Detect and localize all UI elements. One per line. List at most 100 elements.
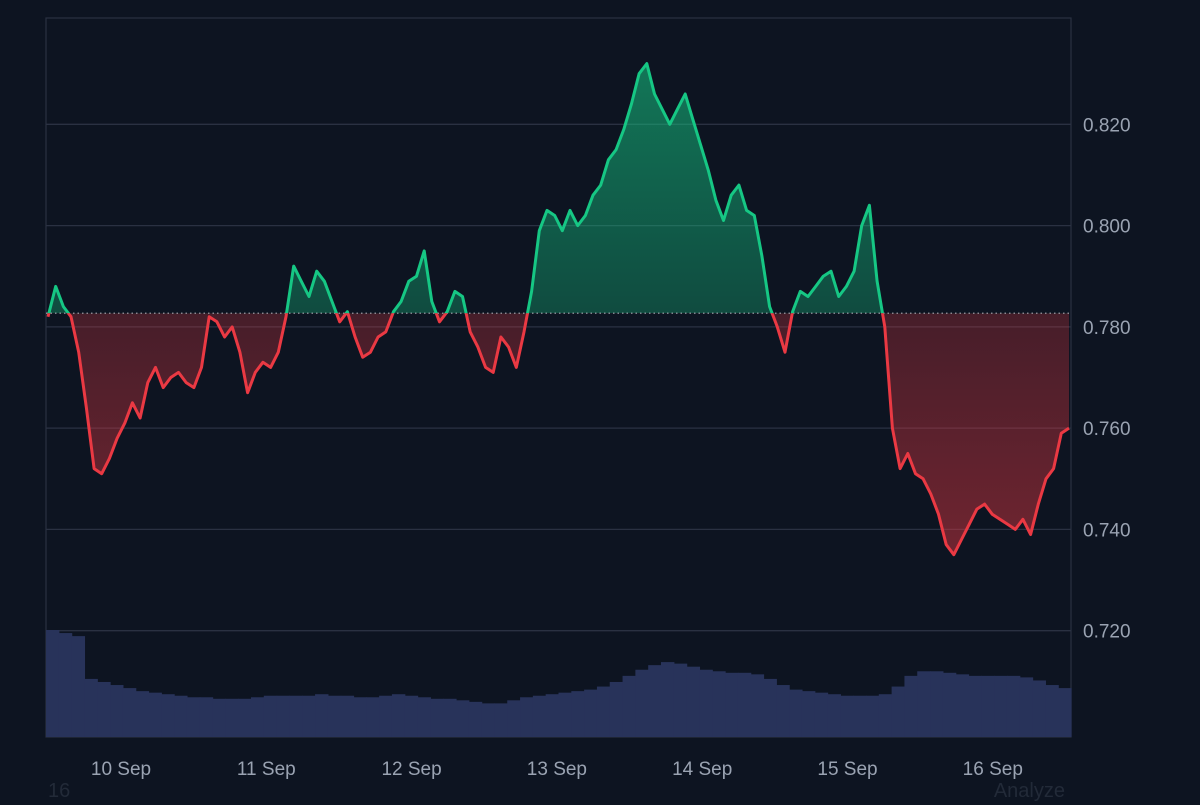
volume-bar	[917, 671, 931, 737]
volume-bar	[994, 675, 1008, 737]
volume-bar	[596, 686, 611, 737]
volume-bar	[263, 695, 278, 737]
volume-bar	[122, 688, 137, 737]
volume-bar	[1045, 685, 1059, 737]
volume-bar	[430, 698, 444, 737]
y-tick-label: 0.720	[1083, 622, 1131, 643]
volume-bar	[71, 636, 86, 737]
volume-bars	[46, 630, 1072, 737]
price-line	[46, 62, 1070, 557]
volume-bar	[110, 685, 124, 737]
volume-bar	[789, 689, 803, 737]
y-tick-label: 0.780	[1083, 318, 1131, 339]
volume-bar	[276, 695, 291, 737]
volume-bar	[763, 678, 777, 737]
volume-bar	[801, 691, 816, 737]
volume-bar	[878, 694, 893, 737]
volume-bar	[238, 698, 252, 737]
volume-bar	[225, 698, 239, 737]
volume-bar	[712, 671, 726, 737]
volume-bar	[955, 674, 970, 737]
volume-bar	[468, 701, 483, 737]
volume-bar	[199, 697, 214, 737]
volume-bar	[443, 698, 457, 737]
volume-bar	[353, 697, 367, 737]
x-tick-label: 11 Sep	[237, 759, 296, 780]
volume-bar	[1019, 677, 1034, 737]
volume-bar	[725, 672, 739, 737]
volume-bar	[891, 686, 906, 737]
analyze-link[interactable]: Analyze	[993, 780, 1065, 802]
volume-bar	[635, 669, 649, 737]
volume-bar	[571, 691, 585, 737]
price-area-fills	[48, 63, 1069, 555]
area-above-baseline	[48, 63, 883, 314]
volume-bar	[558, 692, 572, 737]
y-axis-ticks: 0.720 0.740 0.760 0.780 0.800 0.820	[1083, 115, 1131, 642]
volume-bar	[1058, 688, 1072, 737]
volume-bar	[366, 697, 380, 737]
volume-bar	[673, 663, 688, 737]
x-tick-label: 15 Sep	[817, 759, 877, 780]
x-tick-label: 14 Sep	[672, 759, 732, 780]
volume-bar	[1032, 680, 1046, 737]
volume-bar	[46, 630, 60, 737]
volume-bar	[161, 694, 175, 737]
volume-bar	[866, 695, 880, 737]
y-tick-label: 0.800	[1083, 217, 1131, 238]
volume-bar	[904, 675, 918, 737]
volume-bar	[532, 695, 547, 737]
volume-bar	[302, 695, 316, 737]
volume-bar	[212, 698, 226, 737]
x-axis-ticks: 10 Sep 11 Sep 12 Sep 13 Sep 14 Sep 15 Se…	[91, 759, 1023, 780]
volume-bar	[327, 695, 342, 737]
volume-bar	[750, 674, 765, 737]
volume-bar	[186, 697, 201, 737]
volume-bar	[174, 695, 188, 737]
volume-bar	[737, 672, 752, 737]
volume-bar	[981, 675, 995, 737]
volume-bar	[481, 703, 496, 737]
volume-bar	[251, 697, 265, 737]
volume-bar	[494, 703, 508, 737]
volume-bar	[609, 681, 624, 737]
volume-bar	[391, 694, 406, 737]
x-tick-label: 10 Sep	[91, 759, 151, 780]
x-tick-label: 16 Sep	[963, 759, 1023, 780]
volume-bar	[456, 700, 470, 737]
volume-bar	[97, 681, 111, 737]
volume-bar	[840, 695, 854, 737]
footer-left-label: 16	[48, 780, 71, 802]
volume-bar	[315, 694, 329, 737]
volume-bar	[340, 695, 355, 737]
volume-bar	[699, 669, 713, 737]
volume-bar	[379, 695, 393, 737]
volume-bar	[520, 697, 534, 737]
volume-bar	[814, 692, 829, 737]
volume-bar	[507, 700, 521, 737]
y-tick-label: 0.740	[1083, 520, 1131, 541]
volume-bar	[827, 694, 841, 737]
price-line-above	[47, 62, 885, 314]
y-tick-label: 0.760	[1083, 419, 1131, 440]
volume-bar	[58, 633, 73, 737]
volume-bar	[661, 662, 675, 737]
x-tick-label: 12 Sep	[381, 759, 441, 780]
volume-bar	[942, 672, 957, 737]
volume-bar	[148, 692, 162, 737]
volume-bar	[404, 695, 419, 737]
y-tick-label: 0.820	[1083, 115, 1131, 136]
volume-bar	[584, 689, 598, 737]
volume-bar	[289, 695, 303, 737]
volume-bar	[135, 691, 150, 737]
volume-bar	[930, 671, 944, 737]
price-line-below	[46, 313, 1070, 557]
volume-bar	[776, 685, 790, 737]
area-below-baseline	[48, 313, 1069, 555]
volume-bar	[853, 695, 867, 737]
volume-bar	[1006, 675, 1021, 737]
volume-bar	[417, 697, 431, 737]
volume-bar	[968, 675, 982, 737]
